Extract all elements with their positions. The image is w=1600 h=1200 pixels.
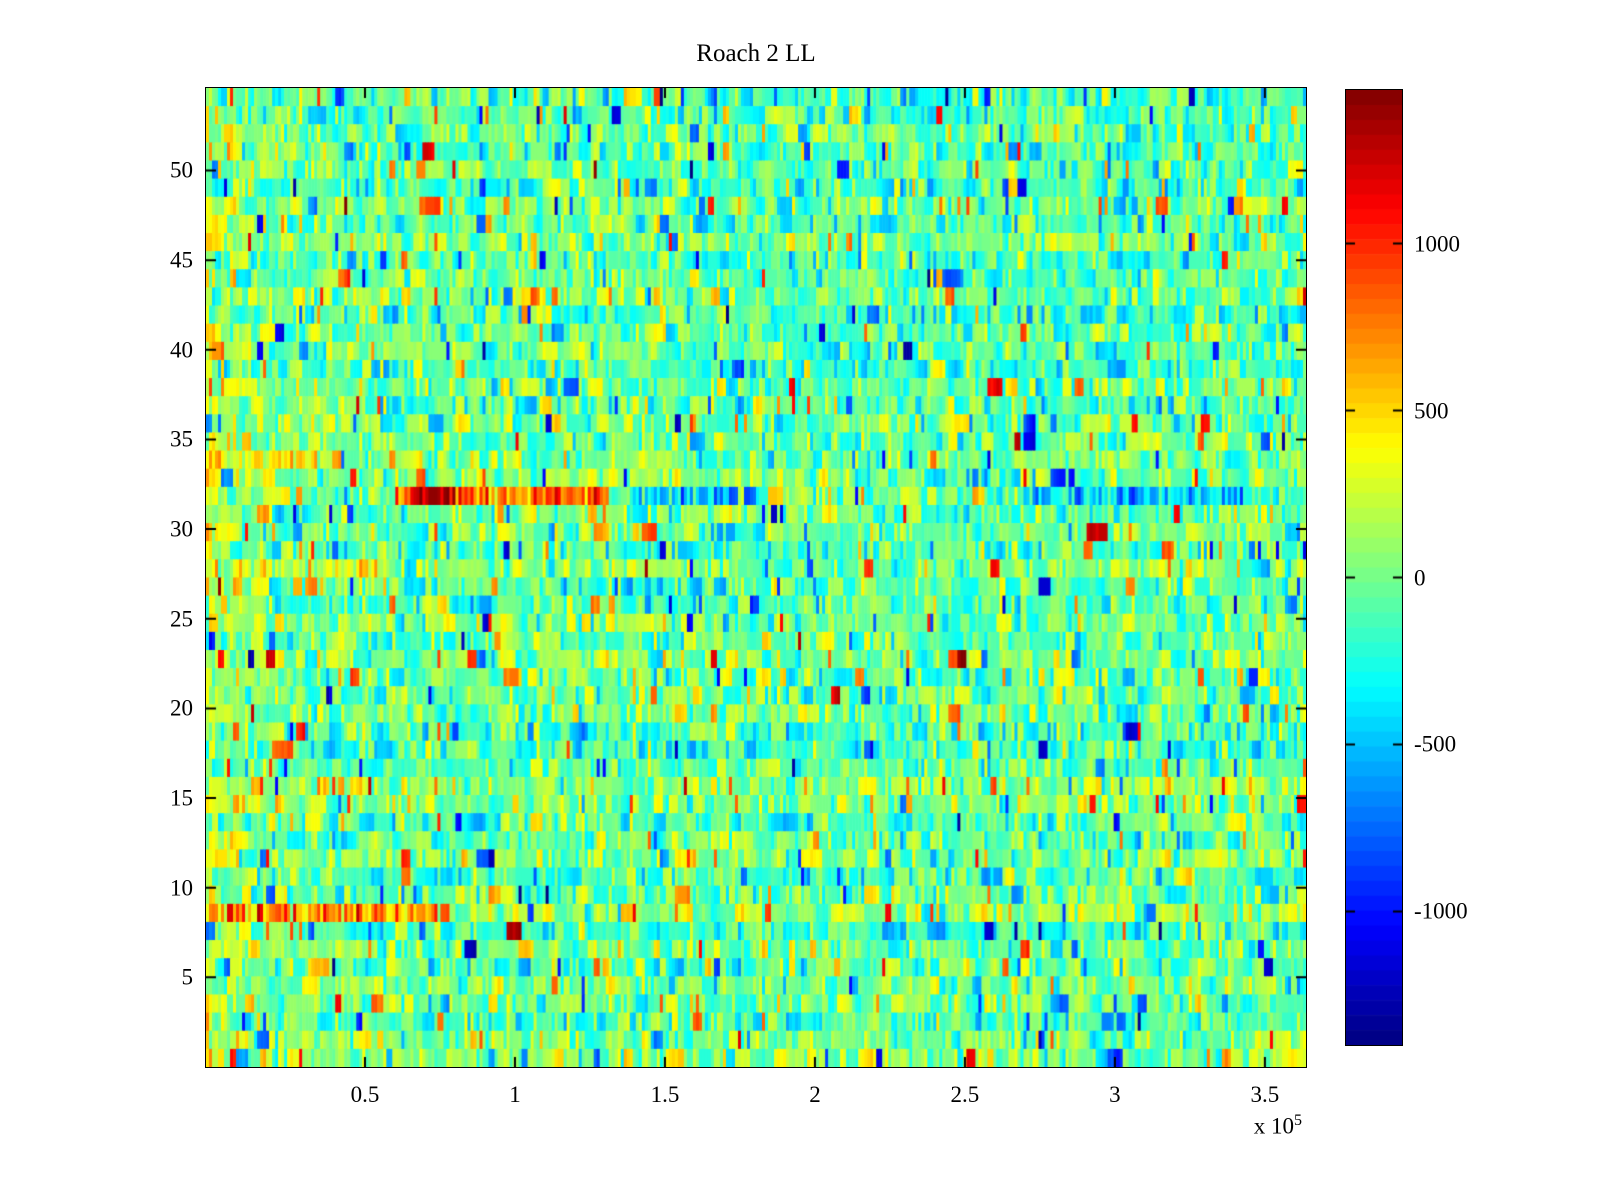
y-tick-label: 45 — [170, 247, 193, 273]
x-tick-label: 3.5 — [1250, 1082, 1280, 1107]
colorbar-tick-label: -1000 — [1414, 898, 1468, 924]
colorbar-tick-label: 500 — [1414, 398, 1449, 424]
colorbar — [1345, 89, 1403, 1046]
heatmap-plot-area — [205, 87, 1307, 1068]
x-axis-exponent-label: x 105 — [1254, 1112, 1302, 1140]
y-tick-label: 30 — [170, 516, 193, 542]
colorbar-tick-label: 0 — [1414, 565, 1426, 591]
x-tick-label: 1.5 — [650, 1082, 680, 1107]
y-tick-label: 20 — [170, 695, 193, 721]
heatmap-canvas — [206, 88, 1306, 1067]
y-tick-label: 25 — [170, 606, 193, 632]
y-tick-label: 40 — [170, 337, 193, 363]
x-tick-label: 1 — [509, 1082, 521, 1107]
x-axis-exponent-base: x 10 — [1253, 1113, 1294, 1139]
x-axis-exponent-power: 5 — [1294, 1112, 1302, 1129]
y-tick-label: 5 — [181, 964, 194, 990]
x-tick-label: 2.5 — [950, 1082, 980, 1107]
colorbar-tick-label: -500 — [1414, 731, 1457, 757]
x-tick-label: 3 — [1109, 1082, 1121, 1107]
x-tick-label: 2 — [809, 1082, 821, 1107]
x-tick-label: 0.5 — [350, 1082, 380, 1107]
y-tick-label: 50 — [170, 157, 193, 183]
colorbar-tick-label: 1000 — [1414, 231, 1460, 257]
colorbar-canvas — [1346, 90, 1402, 1045]
chart-title: Roach 2 LL — [696, 40, 816, 67]
y-tick-label: 35 — [170, 426, 193, 452]
y-tick-label: 10 — [170, 875, 193, 901]
y-tick-label: 15 — [170, 785, 193, 811]
